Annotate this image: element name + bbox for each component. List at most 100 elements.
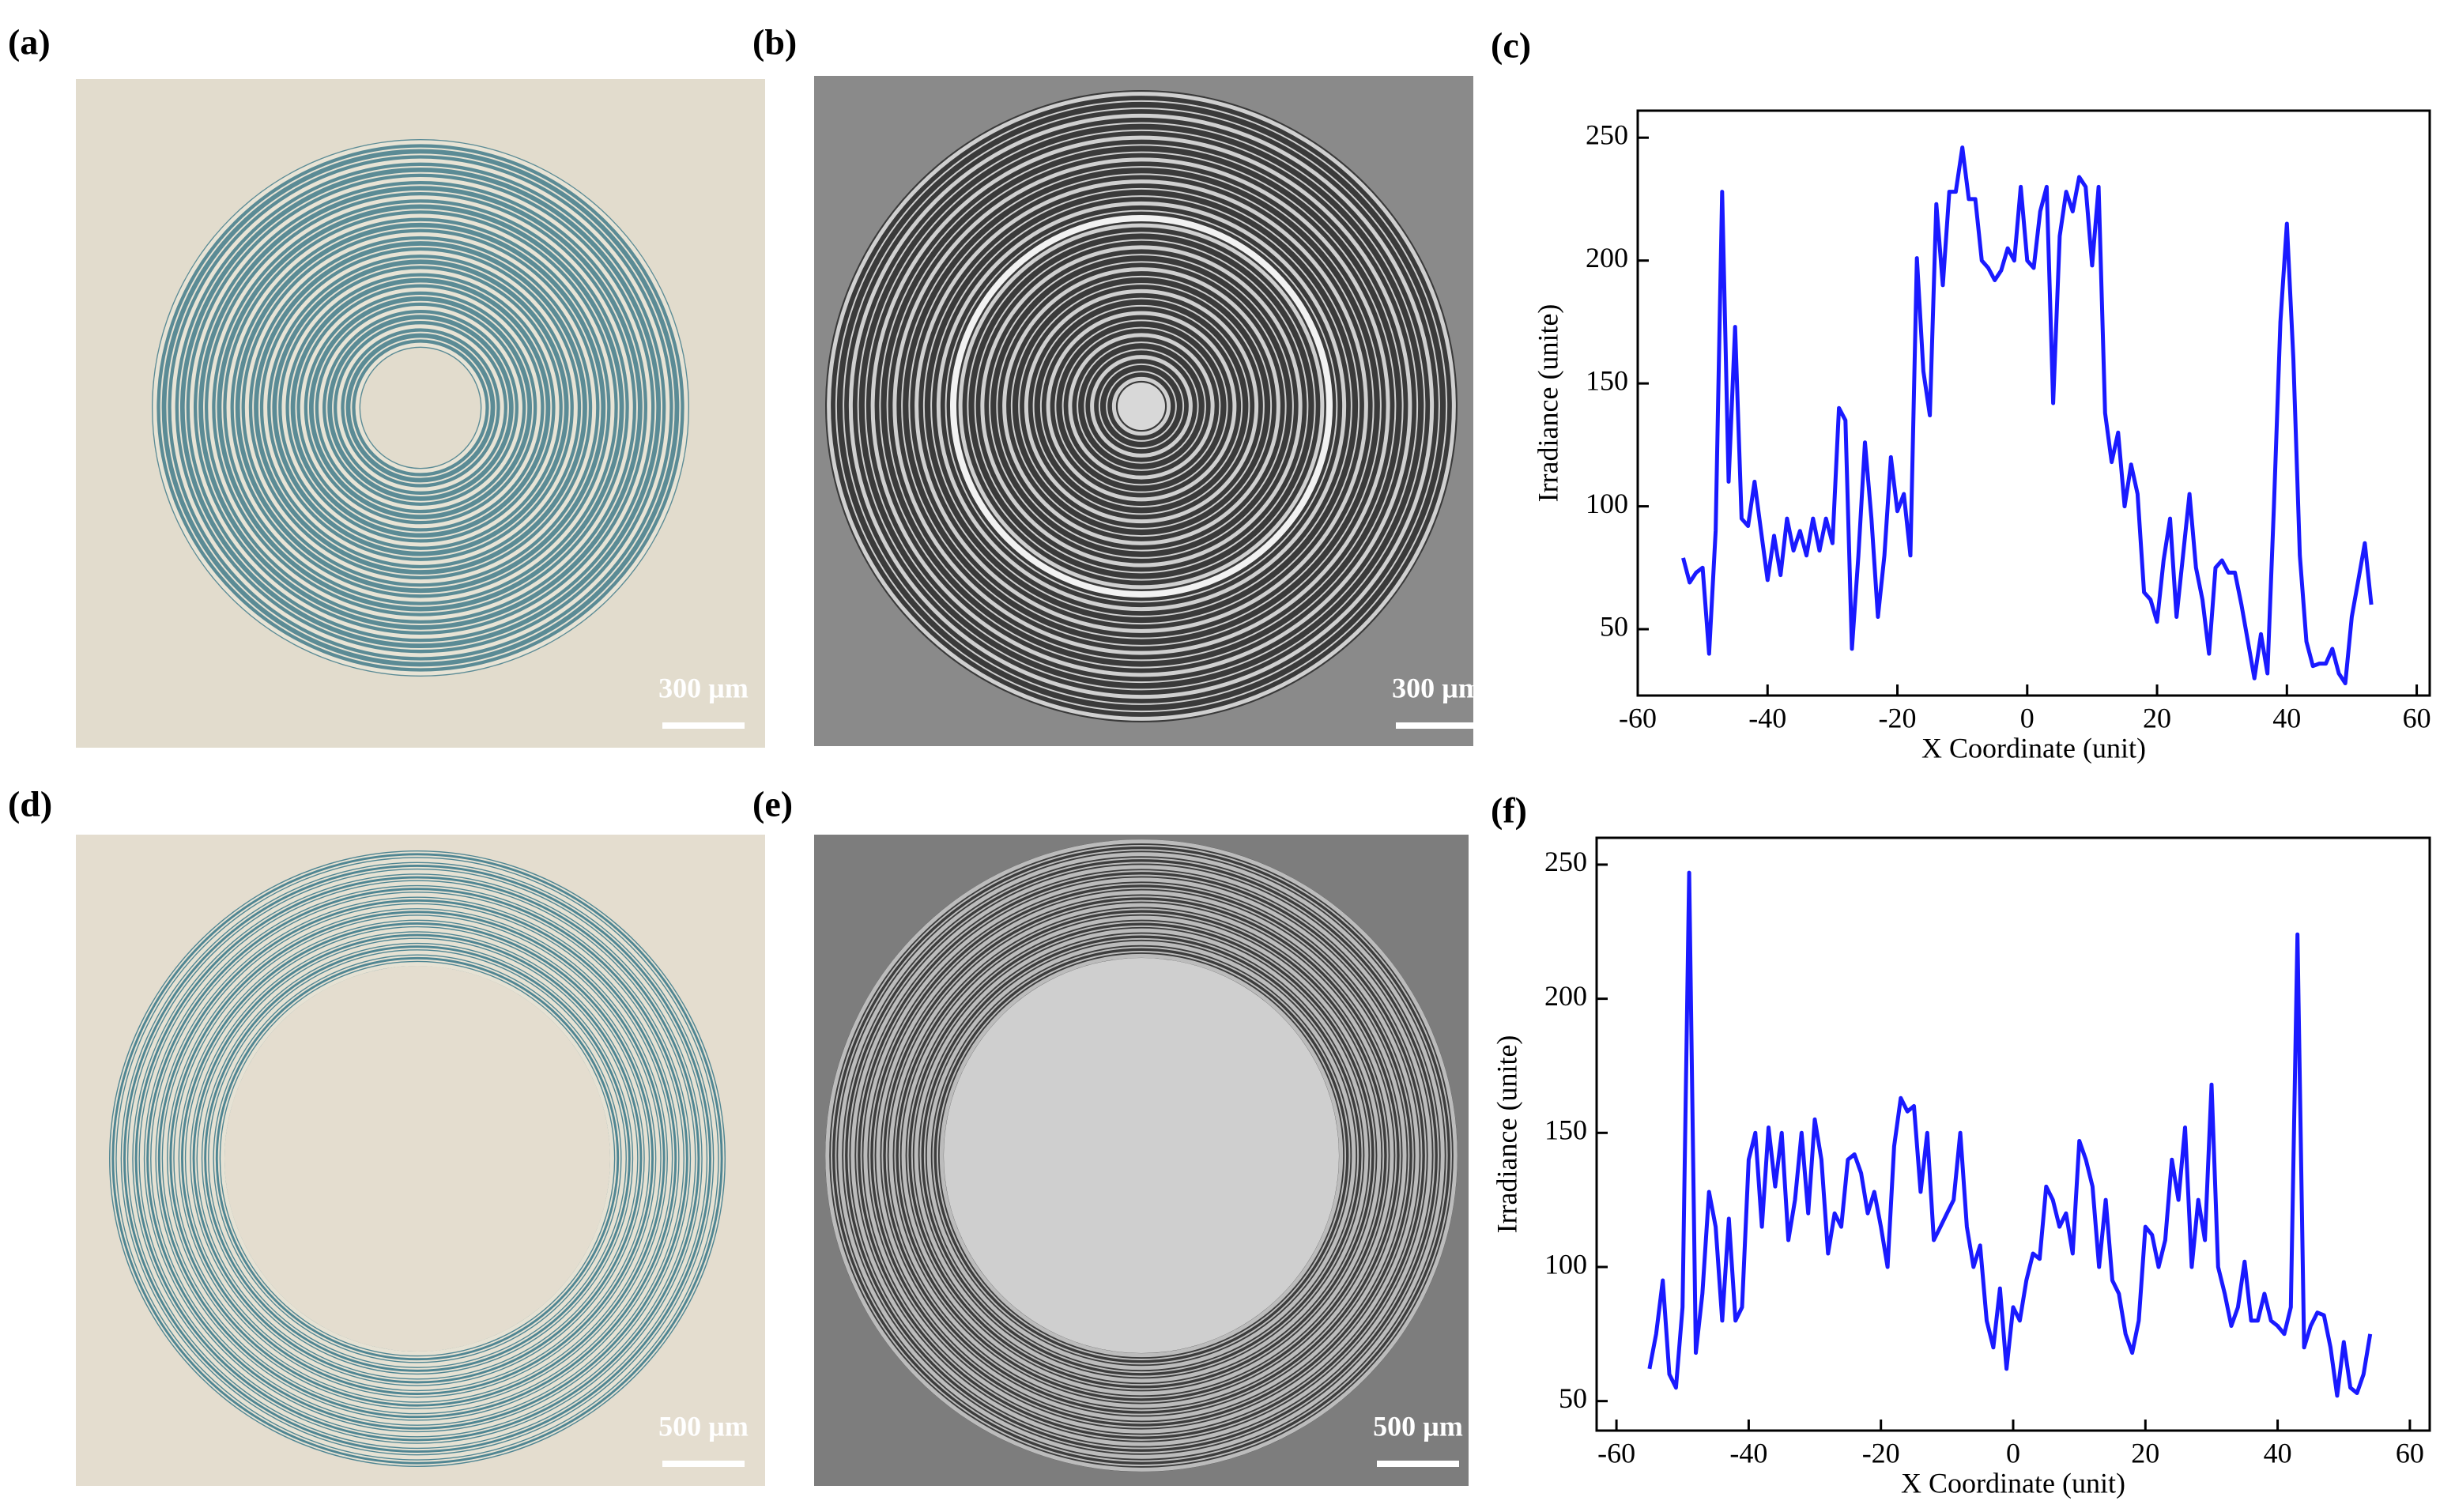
- ring: [936, 201, 1347, 612]
- scale-bar-label: 300 µm: [1392, 672, 1482, 703]
- y-tick-label: 250: [1586, 119, 1628, 150]
- ring: [160, 901, 675, 1416]
- ring: [190, 932, 644, 1386]
- ring: [277, 264, 564, 552]
- ring: [923, 937, 1359, 1374]
- ring: [908, 173, 1375, 639]
- ring: [1062, 326, 1221, 486]
- ring: [197, 184, 644, 632]
- ring: [337, 324, 504, 492]
- ring: [1084, 349, 1199, 464]
- ring: [1054, 319, 1228, 493]
- ring: [870, 135, 1412, 677]
- ring: [184, 172, 657, 644]
- scale-bar-label: 500 µm: [1373, 1410, 1463, 1442]
- ring: [930, 195, 1352, 617]
- x-tick-label: 60: [2403, 702, 2431, 733]
- y-tick-label: 50: [1559, 1382, 1587, 1414]
- ring: [203, 190, 638, 625]
- scale-bar: [662, 722, 745, 729]
- x-tick-label: -20: [1879, 702, 1917, 733]
- ring: [1018, 283, 1265, 530]
- ring: [183, 924, 652, 1393]
- scale-bar: [1377, 1461, 1459, 1467]
- panel-label: (b): [752, 22, 797, 62]
- ring: [168, 909, 667, 1408]
- ring: [179, 921, 655, 1397]
- x-tick-label: 20: [2131, 1437, 2159, 1469]
- ring: [945, 209, 1338, 603]
- ring: [879, 144, 1404, 669]
- ring: [252, 239, 589, 576]
- ring: [856, 870, 1427, 1441]
- ring: [350, 337, 491, 478]
- ring: [288, 276, 552, 540]
- ring: [221, 209, 620, 607]
- ring: [344, 331, 497, 485]
- ring: [848, 113, 1435, 699]
- panel-label: (a): [8, 22, 51, 62]
- panel-label: (d): [8, 784, 52, 824]
- ring: [873, 887, 1410, 1424]
- ring: [139, 880, 696, 1437]
- y-tick-label: 50: [1600, 610, 1628, 642]
- ring: [319, 306, 522, 510]
- ring: [189, 176, 652, 639]
- ring: [885, 899, 1397, 1412]
- ring: [1032, 297, 1250, 515]
- ring: [258, 245, 583, 571]
- ring: [137, 878, 698, 1439]
- ring: [936, 950, 1347, 1361]
- ring: [922, 187, 1360, 625]
- ring: [355, 342, 486, 473]
- ring-hole: [944, 958, 1339, 1353]
- ring: [843, 107, 1440, 705]
- y-tick-label: 100: [1544, 1248, 1587, 1280]
- scale-bar-label: 500 µm: [658, 1410, 749, 1442]
- ring-hole: [1118, 383, 1165, 430]
- scale-bar-label: 300 µm: [658, 672, 749, 703]
- ring: [332, 319, 509, 496]
- ring-hole: [360, 348, 481, 468]
- ring: [145, 886, 690, 1431]
- ring: [160, 147, 681, 669]
- ring: [847, 862, 1435, 1450]
- ring: [171, 158, 670, 658]
- ring: [208, 195, 633, 620]
- ring: [974, 239, 1309, 574]
- ring: [958, 223, 1325, 590]
- ring: [876, 890, 1407, 1421]
- ring: [926, 941, 1356, 1371]
- x-tick-label: 20: [2143, 702, 2171, 733]
- x-axis-title: X Coordinate (unit): [1921, 732, 2146, 764]
- ring: [221, 962, 614, 1356]
- ring: [153, 140, 688, 676]
- y-tick-label: 200: [1586, 242, 1628, 273]
- ring: [206, 948, 628, 1370]
- ring: [1046, 311, 1237, 502]
- ring: [174, 915, 661, 1402]
- ring: [901, 166, 1382, 647]
- ring: [233, 221, 608, 595]
- x-tick-label: -20: [1862, 1437, 1900, 1469]
- ring: [831, 845, 1452, 1466]
- ring-bright: [950, 215, 1333, 598]
- panel-label: (f): [1491, 790, 1527, 831]
- ring: [1106, 371, 1177, 442]
- ring: [295, 282, 546, 534]
- ring: [114, 855, 721, 1462]
- ring: [209, 950, 626, 1367]
- ring: [149, 890, 686, 1427]
- ring: [125, 866, 710, 1451]
- ring: [850, 865, 1432, 1446]
- ring: [263, 251, 578, 565]
- ring: [300, 287, 541, 529]
- ring: [244, 232, 597, 584]
- ring: [307, 295, 534, 521]
- ring: [932, 946, 1351, 1365]
- ring: [894, 908, 1389, 1403]
- panel-label: (c): [1491, 25, 1531, 66]
- ring: [202, 944, 632, 1374]
- ring: [863, 877, 1420, 1434]
